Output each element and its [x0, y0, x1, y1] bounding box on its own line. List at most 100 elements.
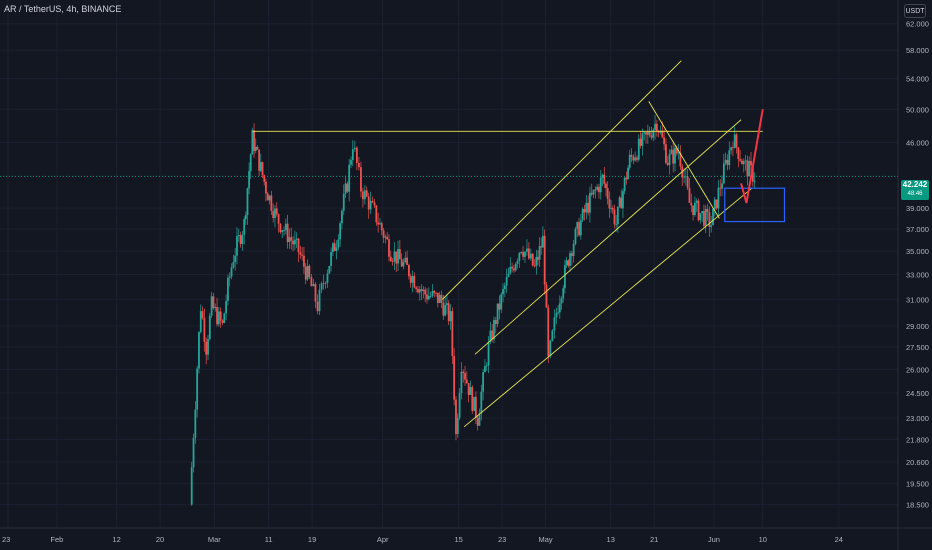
- candle-body: [290, 237, 293, 241]
- candle-body: [351, 149, 354, 161]
- candle-body: [272, 210, 275, 218]
- candle-body: [232, 262, 235, 268]
- candle-body: [306, 265, 309, 280]
- time-tick: 13: [607, 535, 615, 544]
- time-tick: Apr: [377, 535, 389, 544]
- candle-body: [194, 409, 197, 438]
- candle-body: [594, 189, 597, 191]
- price-axis[interactable]: 62.000 58.000 54.000 50.000 46.000 39.000 37.0…: [906, 20, 929, 510]
- candle-body: [467, 383, 470, 395]
- candle-body: [358, 162, 360, 168]
- candle-body: [355, 147, 358, 163]
- candle-body: [565, 260, 568, 266]
- candle-body: [386, 236, 389, 240]
- price-tick: 29.000: [906, 322, 929, 331]
- candle-body: [558, 303, 561, 313]
- candle-body: [435, 292, 437, 294]
- candle-body: [639, 138, 642, 146]
- candle-body: [404, 257, 407, 263]
- candle-body: [301, 254, 304, 256]
- candle-body: [342, 193, 345, 211]
- candle-body: [603, 174, 606, 184]
- candle-body: [665, 144, 667, 163]
- candle-body: [572, 243, 575, 257]
- candle-body: [244, 214, 247, 219]
- candle-body: [316, 301, 319, 312]
- candle-body: [618, 197, 621, 207]
- candle-body: [704, 208, 707, 226]
- candle-body: [335, 247, 338, 252]
- drawings[interactable]: [252, 60, 786, 428]
- candle-body: [576, 222, 579, 229]
- time-tick: 24: [835, 535, 843, 544]
- candle-body: [308, 265, 311, 278]
- price-tick: 27.500: [906, 343, 929, 352]
- candle-body: [397, 249, 399, 264]
- time-axis[interactable]: 23 Feb 12 20 Mar 11 19 Apr 15 23 May 13 21 Jun 10 24: [2, 535, 843, 544]
- candle-body: [402, 262, 405, 267]
- candle-body: [223, 313, 226, 323]
- candle-body: [377, 222, 380, 225]
- price-tick: 58.000: [906, 46, 929, 55]
- candle-body: [259, 162, 262, 171]
- candle-body: [615, 224, 618, 226]
- candle-body: [732, 147, 734, 149]
- candle-body: [741, 160, 743, 165]
- candle-body: [438, 294, 441, 303]
- candle-body: [367, 196, 370, 210]
- candle-body: [297, 238, 300, 253]
- candle-body: [533, 265, 536, 267]
- candle-body: [310, 277, 313, 287]
- candle-body: [219, 311, 222, 321]
- time-tick: 19: [308, 535, 316, 544]
- candle-body: [527, 248, 530, 259]
- candle-body: [657, 131, 660, 133]
- candle-body: [429, 295, 432, 297]
- time-tick: Mar: [208, 535, 221, 544]
- candle-body: [744, 160, 747, 162]
- candle-body: [524, 251, 526, 257]
- candle-body: [526, 248, 528, 252]
- candle-body: [599, 177, 602, 193]
- candle-body: [411, 275, 414, 283]
- candle-body: [703, 211, 705, 226]
- candle-body: [679, 152, 682, 167]
- time-tick: May: [538, 535, 552, 544]
- candle-body: [567, 260, 570, 266]
- candle-body: [520, 251, 523, 254]
- candle-body: [690, 202, 693, 206]
- candle-body: [444, 305, 447, 316]
- candle-body: [360, 167, 362, 192]
- time-tick: 21: [650, 535, 658, 544]
- candle-body: [320, 283, 323, 290]
- candle-body: [420, 289, 423, 292]
- candle-body: [361, 191, 364, 200]
- candle-body: [547, 307, 550, 357]
- candle-body: [365, 190, 368, 197]
- candle-body: [509, 266, 512, 274]
- candle-body: [616, 206, 619, 225]
- candle-body: [643, 132, 646, 134]
- candle-body: [540, 246, 543, 248]
- candle-body: [266, 193, 269, 201]
- candle-body: [753, 181, 756, 182]
- candle-body: [417, 289, 419, 293]
- candle-body: [318, 289, 321, 312]
- candle-body: [733, 134, 736, 148]
- candle-body: [701, 211, 704, 214]
- candle-body: [514, 263, 517, 271]
- candle-body: [646, 131, 649, 135]
- candle-body: [474, 396, 477, 418]
- time-tick: Feb: [50, 535, 63, 544]
- candle-body: [433, 291, 436, 293]
- candle-body: [666, 162, 669, 165]
- candle-body: [730, 147, 732, 151]
- candle-body: [216, 307, 218, 325]
- candle-body: [625, 177, 628, 180]
- price-tick: 54.000: [906, 75, 929, 84]
- candle-body: [350, 160, 352, 165]
- candle-body: [739, 159, 742, 161]
- candle-body: [512, 268, 515, 271]
- currency-unit-button[interactable]: USDT: [904, 4, 926, 18]
